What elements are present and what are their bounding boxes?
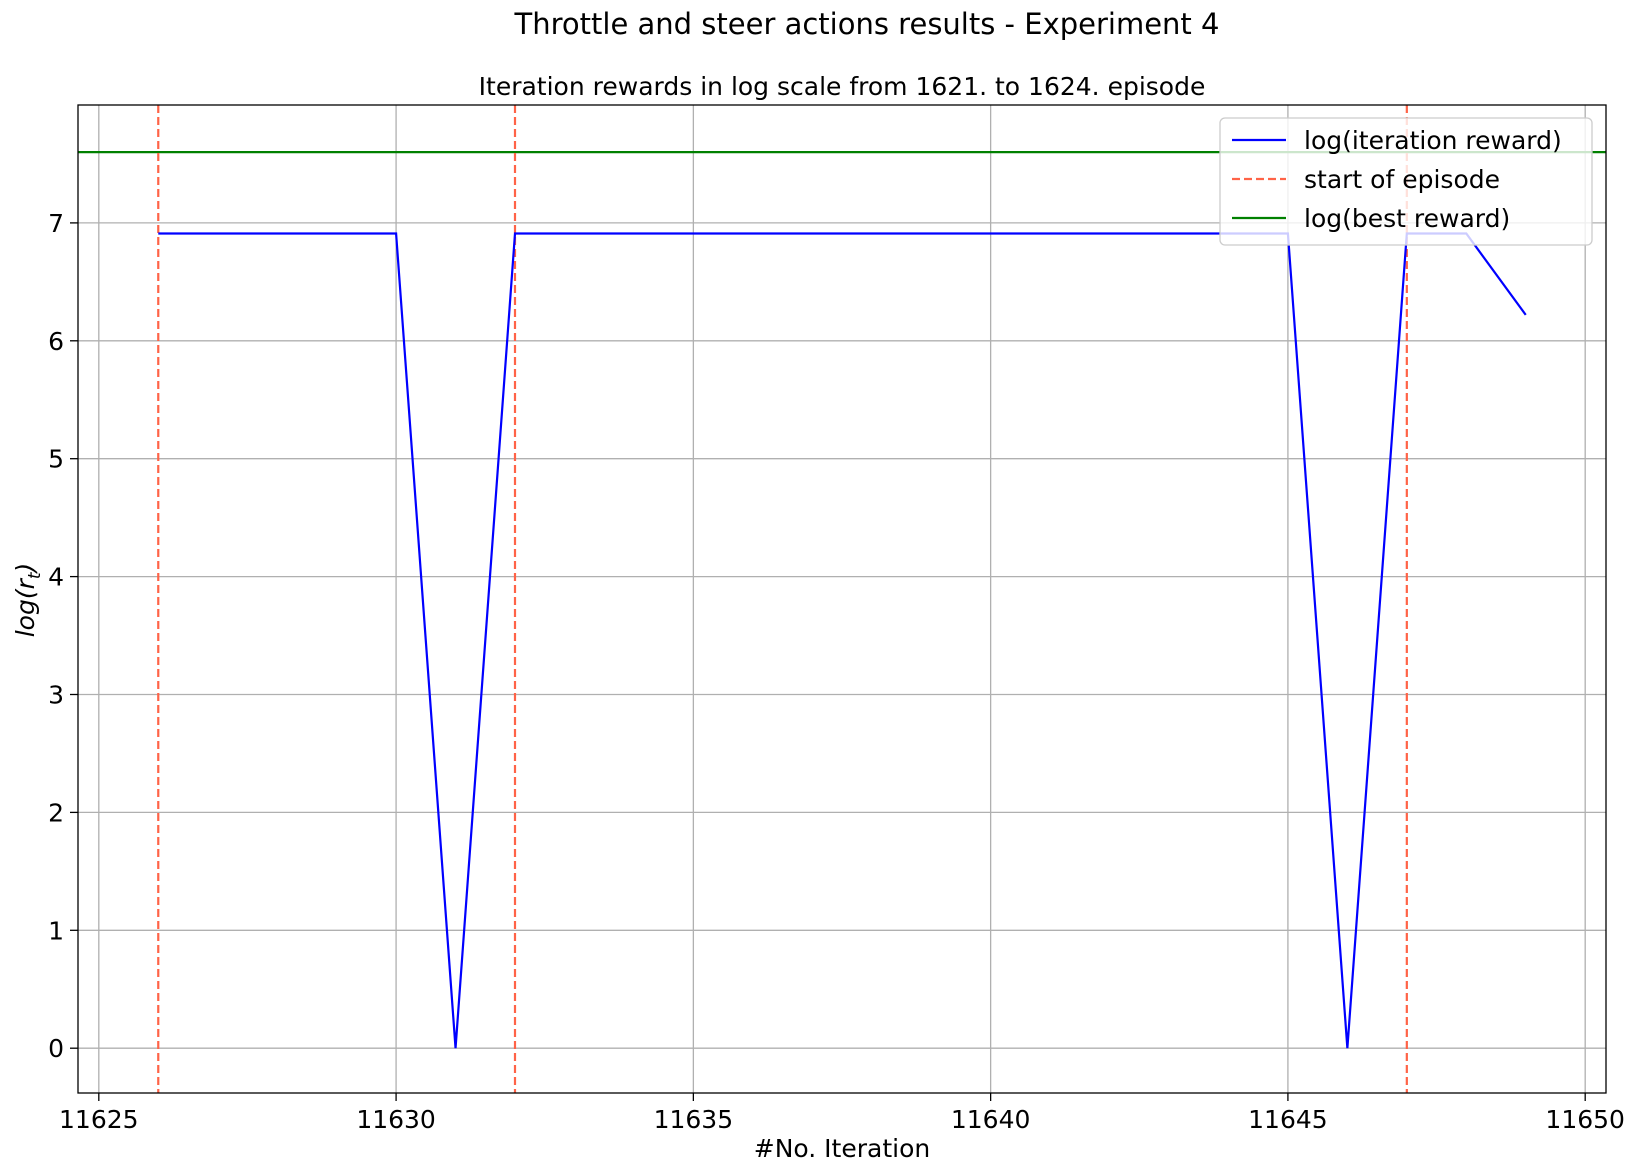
grid — [78, 105, 1606, 1093]
y-axis-ticks: 0 1 2 3 4 5 6 7 — [48, 209, 78, 1063]
x-axis-label: #No. Iteration — [754, 1134, 930, 1163]
x-axis-ticks: 11625 11630 11635 11640 11645 11650 — [59, 1093, 1625, 1134]
x-tick-label: 11635 — [654, 1105, 734, 1134]
iteration-reward-line — [158, 232, 1527, 1049]
x-tick-label: 11640 — [951, 1105, 1031, 1134]
y-tick-label: 1 — [48, 916, 64, 945]
plot-frame — [77, 104, 1607, 1094]
legend: log(iteration reward) start of episode log… — [1219, 117, 1593, 246]
y-tick-label: 3 — [48, 680, 64, 709]
x-tick-label: 11645 — [1248, 1105, 1328, 1134]
legend-box — [1219, 117, 1593, 246]
x-tick-label: 11625 — [59, 1105, 139, 1134]
legend-label: start of episode — [1304, 165, 1500, 194]
y-tick-label: 4 — [48, 563, 64, 592]
iteration-reward-series — [158, 232, 1527, 1049]
y-tick-label: 6 — [48, 327, 64, 356]
y-tick-label: 0 — [48, 1034, 64, 1063]
episode-start-lines — [157, 105, 1408, 1093]
chart-suptitle: Throttle and steer actions results - Exp… — [514, 7, 1220, 41]
x-tick-label: 11650 — [1545, 1105, 1625, 1134]
y-axis-label: log(rt) — [11, 563, 45, 638]
x-tick-label: 11630 — [356, 1105, 436, 1134]
y-tick-label: 7 — [48, 209, 64, 238]
chart-title: Iteration rewards in log scale from 1621… — [479, 72, 1206, 101]
y-tick-label: 5 — [48, 445, 64, 474]
y-axis-label-base: log(r — [11, 577, 40, 637]
y-axis-label-close: ) — [11, 563, 40, 575]
legend-label: log(iteration reward) — [1304, 126, 1562, 155]
y-axis-label-subscript: t — [25, 571, 45, 579]
y-tick-label: 2 — [48, 798, 64, 827]
legend-label: log(best reward) — [1304, 204, 1510, 233]
